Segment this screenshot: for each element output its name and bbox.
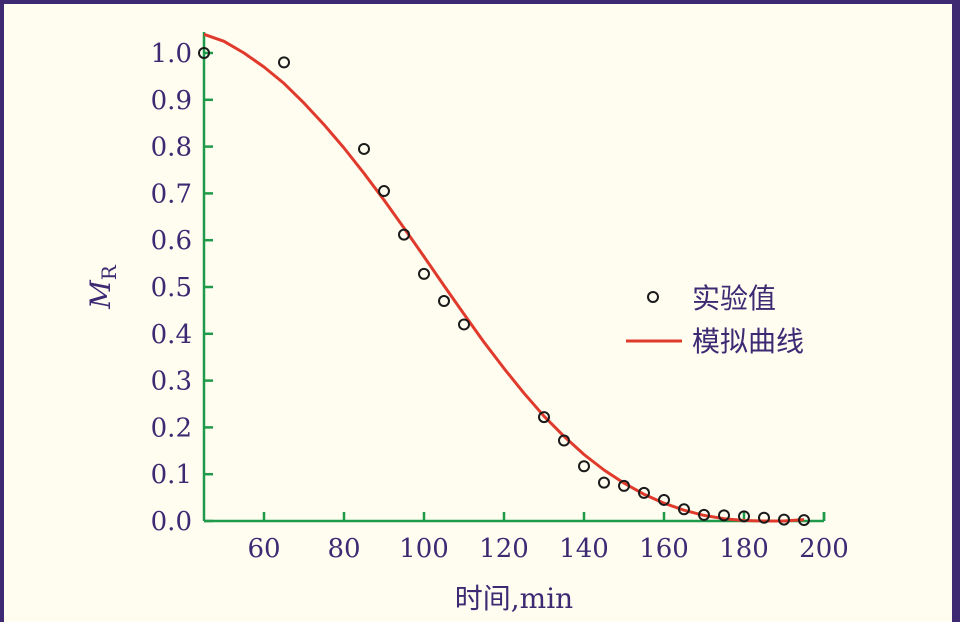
y-axis-title-sub: R: [97, 264, 121, 280]
x-tick-label: 80: [327, 534, 360, 564]
data-point: [738, 510, 750, 523]
chart-svg: 60 80 100 120 140 160 180 200 0.00.10.20.30.40.…: [84, 32, 849, 615]
y-tick-label: 0.0: [151, 507, 192, 537]
data-point: [598, 476, 610, 489]
y-tick-label: 0.1: [151, 460, 192, 490]
data-point: [618, 479, 630, 492]
legend-label-scatter: 实验值: [692, 282, 776, 315]
data-point: [798, 514, 810, 527]
y-tick-label: 0.3: [151, 367, 192, 397]
data-point: [698, 508, 710, 521]
x-tick-label: 120: [479, 534, 529, 564]
data-point: [678, 503, 690, 516]
y-tick-label: 0.4: [151, 320, 192, 350]
data-point: [458, 318, 470, 331]
x-tick-label: 140: [559, 534, 609, 564]
x-tick-label: 60: [247, 534, 280, 564]
data-point: [558, 434, 570, 447]
y-tick-label: 0.6: [151, 226, 192, 256]
data-point: [418, 267, 430, 280]
data-point: [538, 411, 550, 424]
chart-frame: 60 80 100 120 140 160 180 200 0.0 0.1 0.2 0.3 0.4 0.…: [4, 4, 952, 622]
y-tick-label: 1.0: [151, 39, 192, 69]
x-ticks: 60 80 100 120 140 160 180 200: [247, 512, 849, 564]
axes: 60 80 100 120 140 160 180 200 0.00.10.20.30.40.…: [151, 32, 849, 564]
y-tick-label: 0.5: [151, 273, 192, 303]
data-point: [438, 295, 450, 308]
data-point: [758, 511, 770, 524]
data-point: [398, 228, 410, 241]
y-tick-label: 0.9: [151, 86, 192, 116]
x-tick-label: 160: [639, 534, 689, 564]
experimental-points: [198, 47, 810, 527]
data-point: [658, 493, 670, 506]
legend: 实验值 模拟曲线: [626, 282, 804, 358]
data-point: [578, 460, 590, 473]
y-ticks: 0.0 0.1 0.2 0.3 0.4 0.5 0.6 0.7 0.8 0.9 1.0: [151, 39, 213, 537]
fit-curve-line: [203, 32, 805, 523]
data-point: [278, 56, 290, 69]
data-point: [638, 486, 650, 499]
data-point: [198, 47, 210, 59]
data-point: [378, 185, 390, 198]
legend-marker-scatter: [647, 291, 659, 303]
y-tick-label: 0.8: [151, 133, 192, 163]
legend-label-line: 模拟曲线: [692, 325, 804, 358]
y-tick-label: 0.2: [151, 413, 192, 443]
y-tick-label: 0.7: [151, 179, 192, 209]
data-point: [358, 142, 370, 155]
data-point: [778, 513, 790, 526]
y-axis-title-main: M: [84, 279, 117, 310]
x-tick-label: 100: [399, 534, 449, 564]
x-tick-label: 180: [719, 534, 769, 564]
x-tick-label: 200: [799, 534, 849, 564]
x-axis-title: 时间,min: [455, 582, 573, 615]
data-point: [718, 509, 730, 522]
y-axis-title: MR: [84, 264, 121, 310]
